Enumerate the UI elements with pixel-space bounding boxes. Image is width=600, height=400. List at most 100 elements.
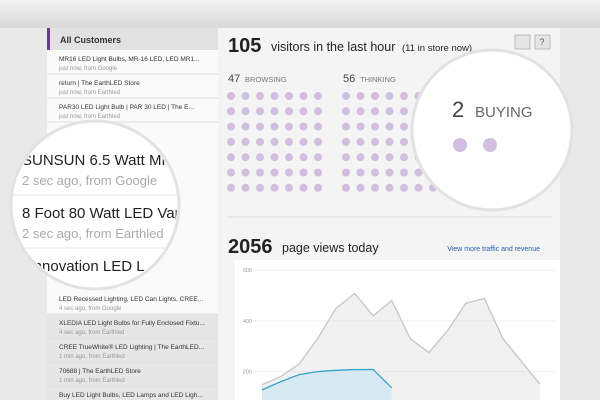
area-line bbox=[261, 368, 393, 391]
visitor-dot bbox=[400, 183, 408, 192]
visitor-dot bbox=[270, 168, 279, 177]
visitor-dot bbox=[241, 107, 250, 116]
visitor-dot bbox=[270, 137, 279, 146]
visitor-dot bbox=[342, 153, 350, 162]
buying-count: 2 bbox=[452, 97, 464, 122]
visitor-label: visitors in the last hour bbox=[271, 40, 395, 54]
segment-label: THINKING bbox=[360, 75, 396, 84]
visitor-dot bbox=[299, 168, 308, 177]
visitor-dot bbox=[356, 183, 365, 192]
visitor-dot bbox=[385, 122, 394, 131]
visitor-dot bbox=[285, 168, 293, 177]
area-line bbox=[261, 292, 541, 386]
visitor-dot bbox=[256, 92, 264, 100]
visitor-dot bbox=[414, 168, 423, 177]
visitor-dot bbox=[356, 153, 365, 162]
visitor-dot bbox=[385, 168, 394, 177]
item-meta: 1 min ago, from Earthled bbox=[59, 354, 125, 360]
visitor-dot bbox=[256, 153, 264, 162]
segment-count: 56 bbox=[343, 73, 355, 85]
visitor-dot bbox=[342, 168, 350, 177]
visitor-dot bbox=[400, 137, 408, 146]
pageview-label: page views today bbox=[282, 241, 379, 255]
item-meta: 4 sec ago, from Google bbox=[59, 306, 122, 312]
visitor-dot bbox=[314, 122, 322, 131]
visitor-dot bbox=[342, 137, 350, 146]
visitor-dot bbox=[371, 122, 379, 131]
visitor-dot bbox=[314, 107, 322, 116]
visitor-dot bbox=[270, 183, 279, 192]
visitor-dot bbox=[400, 122, 408, 131]
magnifier bbox=[9, 119, 181, 291]
visitor-dot bbox=[314, 137, 322, 146]
visitor-dot bbox=[299, 183, 308, 192]
y-tick-label: 400 bbox=[243, 319, 252, 325]
visitor-dot bbox=[241, 92, 250, 100]
item-meta: 4 sec ago, from Earthled bbox=[59, 330, 124, 336]
visitor-dot bbox=[227, 107, 235, 116]
visitor-dot bbox=[371, 168, 379, 177]
item-title: Buy LED Light Bulbs, LED Lamps and LED L… bbox=[59, 392, 203, 399]
visitor-dot bbox=[270, 92, 279, 100]
item-title: 70688 | The EarthLED Store bbox=[59, 368, 141, 375]
item-meta: 2 sec ago, from Google bbox=[22, 173, 157, 188]
visitor-dot bbox=[385, 92, 394, 100]
visitor-dot bbox=[385, 183, 394, 192]
visitor-dot bbox=[299, 122, 308, 131]
segment-count: 47 bbox=[228, 73, 240, 85]
item-title: LED Recessed Lighting, LED Can Lights, C… bbox=[59, 296, 203, 303]
visitor-dot bbox=[371, 92, 379, 100]
chart-box bbox=[235, 260, 560, 400]
help-button[interactable] bbox=[534, 34, 551, 50]
mute-button[interactable] bbox=[514, 34, 531, 50]
visitor-dot bbox=[371, 153, 379, 162]
visitor-dot bbox=[241, 137, 250, 146]
visitor-dot bbox=[371, 107, 379, 116]
visitor-dot bbox=[356, 137, 365, 146]
visitor-count: 105 bbox=[228, 35, 261, 57]
item-meta: just now, from Earthled bbox=[58, 90, 120, 96]
item-title: SUNSUN 6.5 Watt MR bbox=[22, 152, 172, 169]
visitor-dot bbox=[299, 137, 308, 146]
visitor-dot bbox=[400, 92, 408, 100]
item-title: PAR30 LED Light Bulb | PAR 30 LED | The … bbox=[59, 104, 194, 111]
visitor-dot bbox=[241, 122, 250, 131]
visitor-dot bbox=[400, 168, 408, 177]
area-fill bbox=[262, 369, 392, 400]
visitor-dot bbox=[285, 137, 293, 146]
visitor-dot bbox=[314, 92, 322, 100]
visitor-dot bbox=[342, 122, 350, 131]
visitor-dot bbox=[270, 122, 279, 131]
buying-dot bbox=[483, 138, 497, 152]
visitor-dot bbox=[385, 107, 394, 116]
item-title: 8 Foot 80 Watt LED Vapo bbox=[22, 205, 191, 222]
visitor-dot bbox=[342, 183, 350, 192]
visitor-dot bbox=[285, 183, 293, 192]
visitor-dot bbox=[241, 153, 250, 162]
visitor-dot bbox=[414, 183, 423, 192]
visitor-dot bbox=[285, 92, 293, 100]
visitor-dot bbox=[385, 137, 394, 146]
item-title: MR16 LED Light Bulbs, MR-16 LED, LED MR1… bbox=[59, 56, 200, 63]
visitor-dot bbox=[285, 107, 293, 116]
sidebar-header bbox=[47, 28, 218, 50]
magnifier-content: SUNSUN 6.5 Watt MR 2 sec ago, from Google… bbox=[13, 152, 191, 275]
visitor-dot bbox=[356, 92, 365, 100]
y-tick-label: 200 bbox=[243, 370, 252, 376]
buying-label: BUYING bbox=[475, 104, 533, 121]
item-title: XLEDIA LED Light Bulbs for Fully Enclose… bbox=[59, 320, 205, 327]
visitor-dot bbox=[385, 153, 394, 162]
item-title: Onnovation LED L bbox=[22, 258, 145, 275]
visitor-dot bbox=[256, 183, 264, 192]
visitor-dot bbox=[400, 153, 408, 162]
item-meta: 2 sec ago, from Earthled bbox=[22, 226, 164, 241]
visitor-dot bbox=[314, 183, 322, 192]
visitor-dot bbox=[227, 92, 235, 100]
visitor-dot bbox=[270, 153, 279, 162]
item-title: return | The EarthLED Store bbox=[59, 80, 140, 87]
y-tick-label: 600 bbox=[243, 268, 252, 274]
traffic-link[interactable]: View more traffic and revenue bbox=[447, 246, 540, 253]
visitor-dot bbox=[356, 122, 365, 131]
visitor-dot bbox=[256, 168, 264, 177]
